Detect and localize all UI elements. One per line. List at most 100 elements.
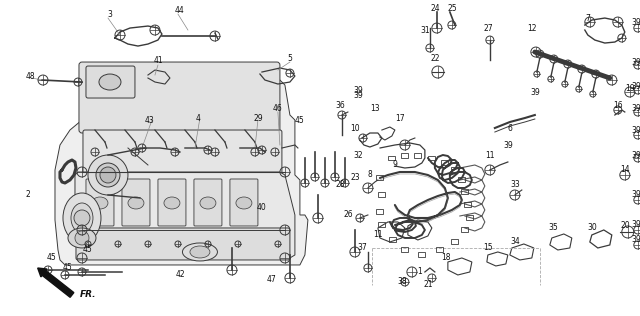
Text: 39: 39 [503, 141, 513, 149]
Text: 39: 39 [631, 58, 640, 67]
Text: 39: 39 [631, 82, 640, 90]
Bar [376, 175, 383, 180]
Ellipse shape [92, 197, 108, 209]
Text: 15: 15 [483, 243, 493, 252]
Text: 16: 16 [613, 100, 623, 110]
Text: 43: 43 [145, 116, 155, 125]
Ellipse shape [200, 197, 216, 209]
Text: 39: 39 [353, 86, 363, 94]
Text: 31: 31 [420, 26, 429, 34]
Text: 23: 23 [350, 173, 360, 183]
Text: 46: 46 [273, 104, 283, 112]
Text: 39: 39 [631, 150, 640, 160]
Text: 24: 24 [430, 3, 440, 13]
Bar [378, 222, 385, 228]
Text: 48: 48 [25, 71, 35, 81]
Bar [378, 192, 385, 198]
Text: 35: 35 [548, 223, 557, 233]
Bar [458, 178, 465, 183]
Polygon shape [55, 80, 308, 265]
Text: 25: 25 [447, 3, 457, 13]
Bar [436, 247, 444, 252]
FancyBboxPatch shape [79, 62, 280, 133]
Text: 9: 9 [392, 161, 397, 169]
Bar [428, 155, 435, 161]
Polygon shape [75, 172, 295, 258]
Ellipse shape [128, 197, 144, 209]
Text: 47: 47 [267, 276, 276, 284]
Text: 5: 5 [287, 53, 292, 63]
Bar [376, 210, 383, 215]
Text: 11: 11 [373, 230, 383, 240]
Text: 7: 7 [586, 14, 590, 22]
Text: 27: 27 [483, 23, 493, 33]
Bar [389, 238, 396, 242]
FancyBboxPatch shape [76, 228, 290, 260]
Text: 39: 39 [631, 191, 640, 199]
Text: 45: 45 [295, 116, 305, 125]
Ellipse shape [88, 155, 128, 195]
Bar [419, 252, 426, 258]
Bar [461, 190, 468, 194]
Text: 39: 39 [353, 90, 363, 100]
Ellipse shape [164, 197, 180, 209]
Bar [401, 153, 408, 157]
Bar [451, 240, 458, 245]
Text: 36: 36 [335, 100, 345, 110]
Text: 19: 19 [625, 83, 635, 93]
FancyArrow shape [38, 268, 74, 297]
Ellipse shape [96, 163, 120, 187]
Text: 32: 32 [353, 150, 363, 160]
Text: 1: 1 [417, 267, 422, 276]
Text: 39: 39 [631, 125, 640, 135]
Bar [461, 228, 468, 233]
Text: 39: 39 [631, 18, 640, 27]
Text: 33: 33 [510, 180, 520, 190]
Text: 29: 29 [253, 113, 263, 123]
Text: 14: 14 [620, 166, 630, 174]
Circle shape [75, 231, 89, 245]
Text: 34: 34 [510, 238, 520, 246]
Text: 38: 38 [397, 277, 406, 287]
Text: 44: 44 [175, 6, 185, 15]
Text: 18: 18 [441, 253, 451, 263]
Text: 41: 41 [153, 56, 163, 64]
Ellipse shape [99, 74, 121, 90]
FancyBboxPatch shape [86, 179, 114, 226]
Ellipse shape [68, 228, 96, 248]
Text: 11: 11 [485, 150, 495, 160]
Text: 45: 45 [63, 264, 73, 272]
Text: 4: 4 [195, 113, 200, 123]
Bar [465, 203, 471, 208]
Bar [467, 216, 474, 221]
Text: 20: 20 [621, 222, 630, 230]
Text: 28: 28 [335, 180, 345, 190]
Text: 39: 39 [631, 104, 640, 112]
Ellipse shape [236, 197, 252, 209]
Bar [451, 167, 458, 173]
Text: 45: 45 [83, 246, 93, 254]
Text: FR.: FR. [80, 290, 97, 300]
Text: 10: 10 [350, 124, 360, 132]
Text: 30: 30 [587, 223, 596, 233]
FancyBboxPatch shape [83, 130, 282, 174]
Text: 8: 8 [367, 171, 372, 179]
Text: 39: 39 [631, 235, 640, 245]
Text: 13: 13 [370, 104, 380, 112]
Text: 6: 6 [508, 124, 512, 132]
Text: 39: 39 [631, 221, 640, 229]
FancyBboxPatch shape [230, 179, 258, 226]
Text: 21: 21 [423, 281, 433, 289]
Text: 2: 2 [26, 191, 30, 199]
Text: 39: 39 [530, 88, 540, 96]
Circle shape [100, 167, 116, 183]
Bar [401, 247, 408, 252]
Text: 45: 45 [47, 253, 57, 263]
Text: 26: 26 [343, 210, 353, 220]
Circle shape [74, 210, 90, 226]
Text: 40: 40 [257, 204, 267, 212]
Ellipse shape [63, 193, 101, 243]
Text: 37: 37 [357, 243, 367, 252]
Bar [414, 153, 421, 157]
FancyBboxPatch shape [122, 179, 150, 226]
